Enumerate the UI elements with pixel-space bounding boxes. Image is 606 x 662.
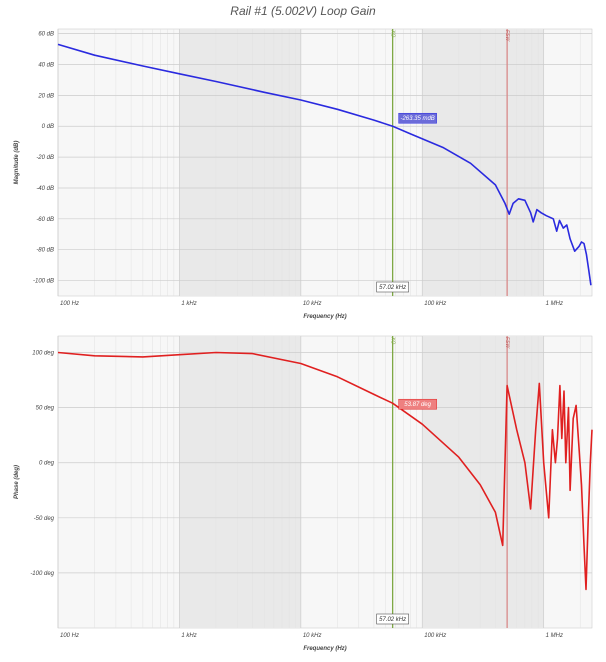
phase-fsw-cursor-label: FSW (504, 337, 510, 349)
magnitude-decade-band (179, 29, 301, 296)
magnitude-annotation-text: -263.35 mdB (400, 116, 434, 122)
phase-y-tick-label: 50 deg (36, 406, 55, 412)
magnitude-y-tick-label: -60 dB (36, 217, 54, 223)
phase-x-axis-label: Frequency (Hz) (303, 646, 346, 652)
phase-xo-frequency-text: 57.02 kHz (379, 617, 406, 623)
phase-y-tick-label: -100 deg (30, 571, 54, 577)
magnitude-y-tick-label: 20 dB (37, 93, 54, 99)
phase-x-tick-label: 100 Hz (60, 633, 79, 639)
magnitude-y-tick-label: -100 dB (33, 279, 54, 285)
magnitude-x-tick-label: 100 kHz (424, 301, 446, 307)
magnitude-y-tick-label: -40 dB (36, 186, 54, 192)
magnitude-y-tick-label: 40 dB (38, 62, 54, 68)
magnitude-x-tick-label: 100 Hz (60, 301, 79, 307)
phase-y-tick-label: 0 deg (39, 461, 55, 467)
phase-annotation-box (398, 398, 437, 410)
magnitude-y-axis-label: Magnitude (dB) (14, 141, 20, 185)
magnitude-y-tick-label: 60 dB (38, 32, 54, 38)
magnitude-panel: 100 Hz 1 kHz 10 kHz 100 kHz 1 MHz 60 dB 40 dB 2… (14, 28, 593, 320)
magnitude-y-tick-label: -20 dB (36, 155, 54, 161)
phase-xo-cursor-label: XO (390, 336, 396, 344)
magnitude-xo-frequency-box (376, 281, 409, 293)
magnitude-x-axis-label: Frequency (Hz) (303, 314, 346, 320)
phase-y-tick-label: -50 deg (34, 516, 55, 522)
phase-decade-band (422, 336, 544, 628)
magnitude-y-tick-label: 0 dB (42, 124, 54, 130)
magnitude-xo-cursor-label: XO (390, 29, 396, 37)
phase-decade-band (179, 336, 301, 628)
magnitude-x-tick-label: 1 kHz (181, 301, 196, 307)
magnitude-x-tick-label: 10 kHz (303, 301, 322, 307)
phase-xo-frequency-box (376, 613, 409, 625)
phase-x-tick-label: 1 MHz (546, 633, 563, 639)
magnitude-xo-frequency-text: 57.02 kHz (379, 285, 406, 291)
phase-x-tick-label: 100 kHz (424, 633, 446, 639)
phase-x-tick-label: 10 kHz (303, 633, 322, 639)
phase-x-tick-label: 1 kHz (181, 633, 196, 639)
phase-y-axis-label: Phase (deg) (14, 465, 20, 499)
chart-title: Rail #1 (5.002V) Loop Gain (230, 4, 376, 18)
magnitude-x-tick-label: 1 MHz (546, 301, 563, 307)
magnitude-decade-band (422, 29, 544, 296)
phase-y-tick-label: 100 deg (32, 351, 54, 357)
magnitude-annotation-box (398, 112, 437, 124)
phase-panel: 100 Hz 1 kHz 10 kHz 100 kHz 1 MHz 100 deg 50 d… (14, 335, 593, 652)
phase-annotation-text: 53.87 deg (404, 402, 431, 408)
magnitude-y-tick-label: -80 dB (36, 248, 54, 254)
magnitude-fsw-cursor-label: FSW (504, 30, 510, 42)
phase-series-line (57, 351, 593, 591)
magnitude-series-line (57, 43, 592, 286)
